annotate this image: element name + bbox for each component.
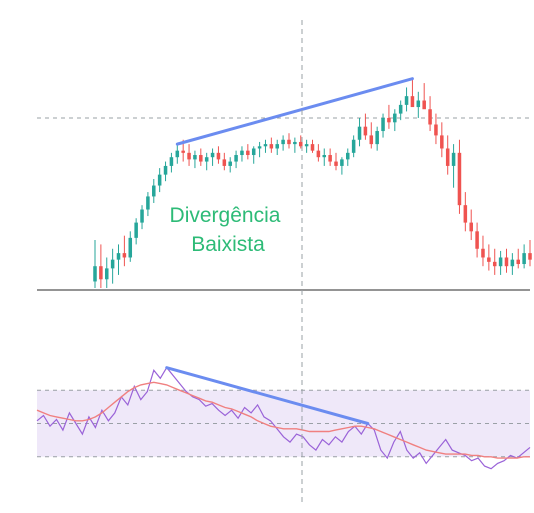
candle-up: [275, 144, 279, 149]
candle-down: [99, 266, 103, 280]
price-panel: [37, 78, 532, 291]
candle-up: [146, 196, 150, 210]
candle-down: [334, 161, 338, 166]
candle-up: [510, 259, 515, 267]
candle-up: [398, 104, 403, 114]
candle-down: [516, 259, 521, 265]
candle-down: [428, 109, 432, 125]
candle-down: [434, 124, 438, 136]
candle-up: [228, 161, 232, 166]
candle-down: [298, 141, 303, 147]
candle-down: [463, 205, 468, 223]
candle-up: [251, 148, 256, 156]
candle-down: [492, 261, 497, 267]
candle-down: [445, 148, 450, 166]
candle-down: [481, 248, 485, 258]
candle-down: [363, 126, 368, 136]
candle-down: [487, 257, 491, 262]
candle-up: [451, 152, 456, 166]
candle-up: [240, 150, 244, 156]
candle-up: [522, 253, 526, 265]
oscillator-divergence-trendline: [165, 366, 370, 425]
candle-up: [416, 100, 421, 108]
candle-up: [234, 155, 238, 162]
candle-up: [163, 165, 168, 175]
candle-up: [157, 174, 162, 186]
candle-up: [381, 117, 385, 132]
candle-down: [246, 150, 250, 156]
candle-down: [269, 144, 274, 149]
candle-down: [122, 253, 127, 258]
candle-down: [475, 231, 479, 249]
candle-up: [134, 222, 138, 238]
candle-up: [93, 266, 97, 282]
price-divergence-trendline: [175, 77, 414, 146]
candle-up: [263, 144, 268, 147]
candle-up: [304, 144, 309, 147]
candle-up: [140, 209, 144, 223]
candle-up: [104, 268, 109, 280]
candle-up: [204, 157, 209, 162]
candle-down: [457, 152, 462, 206]
candle-down: [181, 150, 185, 153]
candle-up: [293, 141, 297, 145]
candle-up: [175, 150, 180, 158]
candle-down: [369, 135, 374, 145]
oscillator-moving-average-line: [36, 381, 530, 459]
candle-up: [152, 185, 156, 197]
candle-up: [393, 113, 397, 123]
candle-down: [387, 117, 391, 123]
candle-down: [310, 144, 315, 151]
candle-up: [257, 146, 262, 149]
candle-down: [422, 100, 426, 110]
oscillator-oscillator-line: [36, 366, 531, 470]
candle-up: [404, 96, 409, 105]
candle-up: [357, 126, 362, 140]
candle-up: [169, 157, 174, 166]
candle-down: [316, 150, 321, 158]
candle-down: [187, 152, 191, 160]
candle-down: [528, 253, 532, 260]
candle-up: [375, 131, 379, 145]
oscillator-panel: [36, 366, 531, 470]
candle-up: [116, 253, 121, 260]
candle-up: [281, 139, 285, 145]
candle-up: [193, 155, 197, 160]
candle-down: [328, 155, 332, 162]
candle-down: [222, 159, 227, 166]
candle-up: [340, 159, 344, 166]
candle-up: [322, 155, 327, 158]
candle-down: [199, 155, 203, 162]
candle-up: [351, 139, 356, 153]
candle-up: [110, 259, 115, 269]
candle-up: [498, 257, 503, 267]
candle-down: [287, 139, 291, 145]
candle-up: [128, 237, 133, 258]
candle-up: [346, 152, 350, 160]
candle-down: [504, 257, 509, 267]
candle-down: [469, 222, 473, 232]
candle-down: [440, 135, 444, 149]
candle-down: [410, 96, 415, 108]
annotation-line-2: Baixista: [191, 233, 265, 256]
annotation-line-1: Divergência: [170, 204, 281, 227]
candle-up: [210, 152, 215, 158]
candle-down: [216, 152, 221, 160]
